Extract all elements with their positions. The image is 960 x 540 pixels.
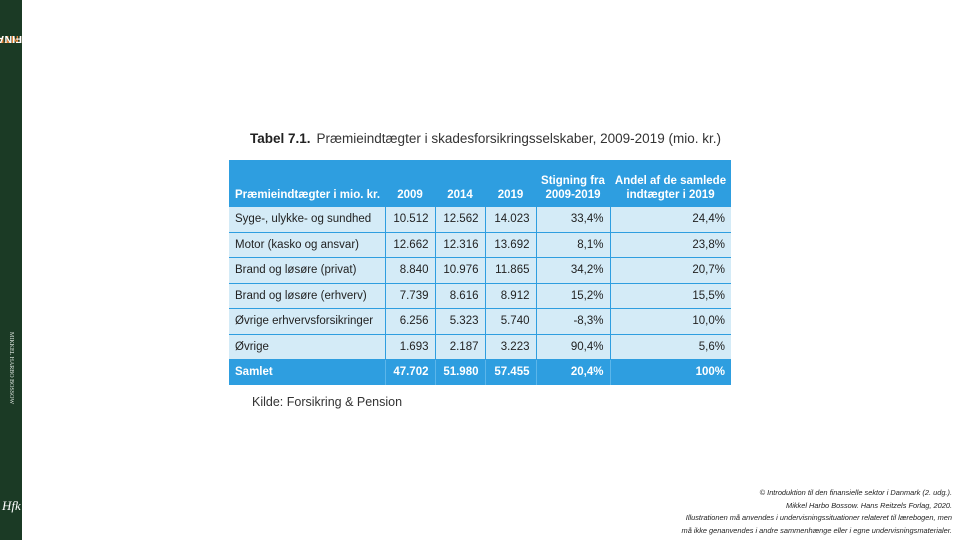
cell-increase: 33,4% xyxy=(535,206,610,232)
cell-2019: 5.740 xyxy=(484,308,536,334)
table-total-row: Samlet 47.702 51.980 57.455 20,4% 100% xyxy=(229,359,731,385)
cell-2014: 8.616 xyxy=(434,282,485,309)
cell-2009: 6.256 xyxy=(384,308,435,334)
cell-2019: 14.023 xyxy=(484,206,536,232)
book-author-vertical: MIKKEL HARBO BOSSOW xyxy=(0,332,22,422)
table-source: Kilde: Forsikring & Pension xyxy=(252,395,403,409)
cell-2009: 1.693 xyxy=(384,333,435,360)
table-caption: Præmieindtægter i skadesforsikringsselsk… xyxy=(316,131,721,146)
table-row: Øvrige 1.693 2.187 3.223 90,4% 5,6% xyxy=(229,333,731,360)
copyright-line: © Introduktion til den finansielle sekto… xyxy=(759,488,952,497)
cell-2014: 12.562 xyxy=(434,206,485,232)
cell-share: 15,5% xyxy=(609,282,731,309)
table-header-row: Præmieindtægter i mio. kr. 2009 2014 201… xyxy=(229,160,731,207)
table-row: Syge-, ulykke- og sundhed 10.512 12.562 … xyxy=(229,206,731,232)
book-spine: INTRODUKTION TIL DEN FINANSIELLE SEKTOR … xyxy=(0,0,22,540)
cell-share: 5,6% xyxy=(609,333,731,360)
row-label: Brand og løsøre (erhverv) xyxy=(229,282,385,309)
table-title: Tabel 7.1. Præmieindtægter i skadesforsik… xyxy=(250,131,721,146)
cell-2014: 12.316 xyxy=(434,231,485,258)
cell-increase: 90,4% xyxy=(535,333,610,360)
total-2009: 47.702 xyxy=(384,359,435,385)
cell-share: 20,7% xyxy=(609,257,731,283)
row-label: Motor (kasko og ansvar) xyxy=(229,231,385,258)
header-2014: 2014 xyxy=(447,189,473,201)
cell-2009: 7.739 xyxy=(384,282,435,309)
row-label: Øvrige xyxy=(229,333,385,360)
cell-2009: 10.512 xyxy=(384,206,435,232)
total-share: 100% xyxy=(609,359,731,385)
total-2014: 51.980 xyxy=(434,359,485,385)
copyright-line: må ikke genanvendes i andre sammenhænge … xyxy=(681,525,952,535)
cell-2014: 10.976 xyxy=(434,257,485,283)
cell-share: 23,8% xyxy=(609,231,731,258)
cell-2019: 11.865 xyxy=(484,257,536,283)
row-label: Syge-, ulykke- og sundhed xyxy=(229,206,385,232)
total-2019: 57.455 xyxy=(484,359,536,385)
row-label: Øvrige erhvervsforsikringer xyxy=(229,308,385,334)
table-row: Brand og løsøre (privat) 8.840 10.976 11… xyxy=(229,257,731,283)
header-2019: 2019 xyxy=(497,189,524,201)
table-row: Øvrige erhvervsforsikringer 6.256 5.323 … xyxy=(229,308,731,334)
total-increase: 20,4% xyxy=(535,359,610,385)
cell-2009: 8.840 xyxy=(384,257,435,283)
publisher-logo: Hfk xyxy=(2,498,21,513)
copyright-line: Mikkel Harbo Bossow. Hans Reitzels Forla… xyxy=(786,500,952,510)
cell-share: 10,0% xyxy=(609,308,731,334)
total-label: Samlet xyxy=(229,359,385,385)
cell-increase: 15,2% xyxy=(535,282,610,309)
book-author: MIKKEL HARBO BOSSOW xyxy=(8,332,14,405)
header-increase: Stigning fra 2009-2019 xyxy=(541,175,605,201)
cell-2009: 12.662 xyxy=(384,231,435,258)
header-share: Andel af de samlede indtægter i 2019 xyxy=(614,175,727,201)
table-row: Brand og løsøre (erhverv) 7.739 8.616 8.… xyxy=(229,282,731,309)
row-label: Brand og løsøre (privat) xyxy=(229,257,385,283)
book-title-part2: FINANSIELLE SEKTOR I DANMARK xyxy=(0,33,22,45)
header-2009: 2009 xyxy=(397,189,423,201)
copyright-notice: © Introduktion til den finansielle sekto… xyxy=(612,487,952,537)
cell-2019: 8.912 xyxy=(484,282,536,309)
cell-2014: 2.187 xyxy=(434,333,485,360)
table-row: Motor (kasko og ansvar) 12.662 12.316 13… xyxy=(229,231,731,258)
book-title-vertical: INTRODUKTION TIL DEN FINANSIELLE SEKTOR … xyxy=(0,28,22,298)
premium-table: Præmieindtægter i mio. kr. 2009 2014 201… xyxy=(229,160,731,385)
cell-increase: 8,1% xyxy=(535,231,610,258)
cell-2019: 13.692 xyxy=(484,231,536,258)
cell-increase: 34,2% xyxy=(535,257,610,283)
cell-increase: -8,3% xyxy=(535,308,610,334)
table-label: Tabel 7.1. xyxy=(250,131,311,146)
copyright-line: Illustrationen må anvendes i undervisnin… xyxy=(685,513,952,522)
cell-2019: 3.223 xyxy=(484,333,536,360)
cell-2014: 5.323 xyxy=(434,308,485,334)
header-category: Præmieindtægter i mio. kr. xyxy=(235,189,381,201)
cell-share: 24,4% xyxy=(609,206,731,232)
